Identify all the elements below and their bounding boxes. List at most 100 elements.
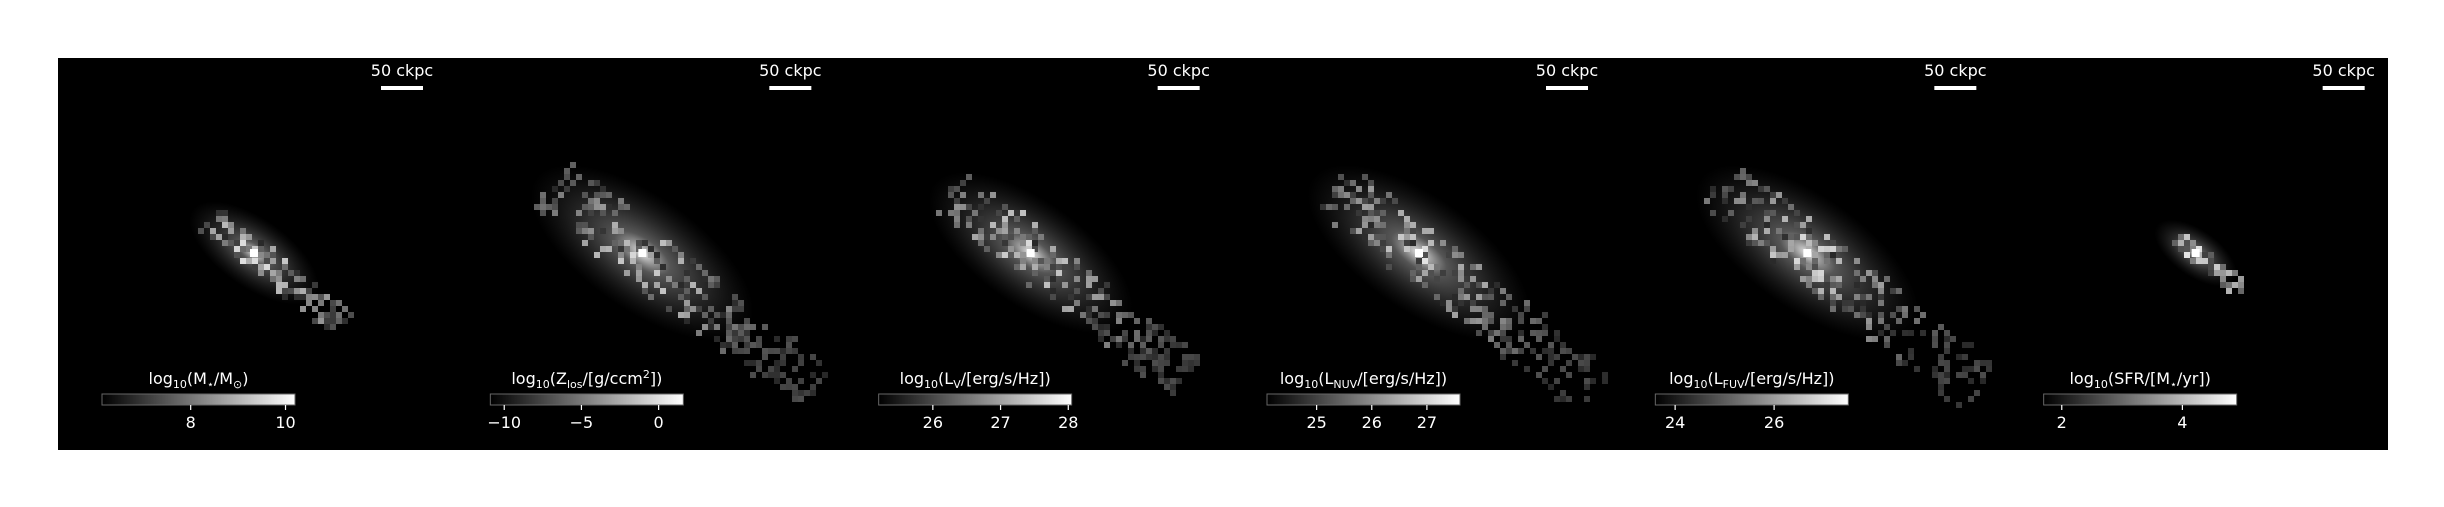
image-pixel xyxy=(1506,336,1512,342)
image-pixel xyxy=(708,276,714,282)
label-part: ⋆ xyxy=(2170,378,2177,391)
image-pixel xyxy=(318,294,324,300)
image-pixel xyxy=(1044,258,1050,264)
image-pixel xyxy=(1092,294,1098,300)
image-pixel xyxy=(732,324,738,330)
image-pixel xyxy=(1404,222,1410,228)
image-pixel xyxy=(1842,306,1848,312)
image-pixel xyxy=(1092,324,1098,330)
image-pixel xyxy=(1590,378,1596,384)
image-pixel xyxy=(2178,246,2184,252)
image-pixel xyxy=(1410,270,1416,276)
image-pixel xyxy=(1788,240,1794,246)
image-pixel xyxy=(1368,198,1374,204)
image-pixel xyxy=(1770,258,1776,264)
image-pixel xyxy=(1458,276,1464,282)
image-pixel xyxy=(1884,324,1890,330)
image-pixel xyxy=(1752,198,1758,204)
image-pixel xyxy=(1338,174,1344,180)
image-pixel xyxy=(1554,336,1560,342)
image-pixel xyxy=(1146,336,1152,342)
image-pixel xyxy=(744,330,750,336)
image-pixel xyxy=(1416,276,1422,282)
image-pixel xyxy=(630,258,636,264)
image-pixel xyxy=(288,288,294,294)
image-pixel xyxy=(1500,330,1506,336)
image-pixel xyxy=(1812,288,1818,294)
label-part: log xyxy=(511,369,535,388)
image-pixel xyxy=(978,228,984,234)
image-pixel xyxy=(702,270,708,276)
image-pixel xyxy=(1740,168,1746,174)
image-pixel xyxy=(252,258,258,264)
image-pixel xyxy=(666,306,672,312)
image-pixel xyxy=(1104,342,1110,348)
image-pixel xyxy=(1164,330,1170,336)
colorbar xyxy=(878,393,1073,406)
image-pixel xyxy=(1566,360,1572,366)
image-pixel xyxy=(1908,354,1914,360)
image-pixel xyxy=(1164,354,1170,360)
image-pixel xyxy=(1116,312,1122,318)
image-pixel xyxy=(1944,372,1950,378)
image-pixel xyxy=(678,312,684,318)
image-pixel xyxy=(1374,216,1380,222)
image-pixel xyxy=(726,336,732,342)
label-part: ⊙ xyxy=(233,378,242,391)
image-pixel xyxy=(558,180,564,186)
label-part: 10 xyxy=(2094,378,2108,391)
image-pixel xyxy=(1794,234,1800,240)
image-pixel xyxy=(1872,336,1878,342)
image-pixel xyxy=(1932,342,1938,348)
image-pixel xyxy=(1764,228,1770,234)
image-pixel xyxy=(1956,402,1962,408)
image-pixel xyxy=(732,330,738,336)
image-pixel xyxy=(636,276,642,282)
image-pixel xyxy=(990,222,996,228)
image-pixel xyxy=(960,204,966,210)
image-pixel xyxy=(240,240,246,246)
image-pixel xyxy=(684,300,690,306)
image-pixel xyxy=(2184,252,2190,258)
image-pixel xyxy=(726,306,732,312)
image-pixel xyxy=(1386,246,1392,252)
image-pixel xyxy=(612,228,618,234)
image-pixel xyxy=(1866,312,1872,318)
image-pixel xyxy=(1098,288,1104,294)
image-pixel xyxy=(1362,222,1368,228)
image-pixel xyxy=(324,318,330,324)
image-pixel xyxy=(228,240,234,246)
image-pixel xyxy=(1818,246,1824,252)
image-pixel xyxy=(750,372,756,378)
colorbar xyxy=(101,393,296,406)
image-pixel xyxy=(1032,258,1038,264)
image-pixel xyxy=(1464,318,1470,324)
image-pixel xyxy=(1410,222,1416,228)
image-pixel xyxy=(1938,378,1944,384)
image-pixel xyxy=(1404,216,1410,222)
image-pixel xyxy=(684,306,690,312)
image-pixel xyxy=(1578,366,1584,372)
image-pixel xyxy=(720,348,726,354)
image-pixel xyxy=(1800,222,1806,228)
image-pixel xyxy=(570,162,576,168)
colorbar-label: log10(SFR/[M⋆/yr]) xyxy=(2069,369,2210,391)
image-pixel xyxy=(1362,198,1368,204)
image-pixel xyxy=(306,288,312,294)
image-pixel xyxy=(1170,390,1176,396)
image-pixel xyxy=(618,258,624,264)
image-pixel xyxy=(264,258,270,264)
image-pixel xyxy=(678,252,684,258)
image-pixel xyxy=(306,294,312,300)
image-pixel xyxy=(1854,258,1860,264)
image-pixel xyxy=(312,294,318,300)
image-pixel xyxy=(324,324,330,330)
image-pixel xyxy=(648,246,654,252)
image-pixel xyxy=(594,252,600,258)
image-pixel xyxy=(1002,234,1008,240)
image-pixel xyxy=(612,240,618,246)
image-pixel xyxy=(1974,360,1980,366)
image-pixel xyxy=(2214,264,2220,270)
image-pixel xyxy=(1830,294,1836,300)
image-pixel xyxy=(1740,222,1746,228)
